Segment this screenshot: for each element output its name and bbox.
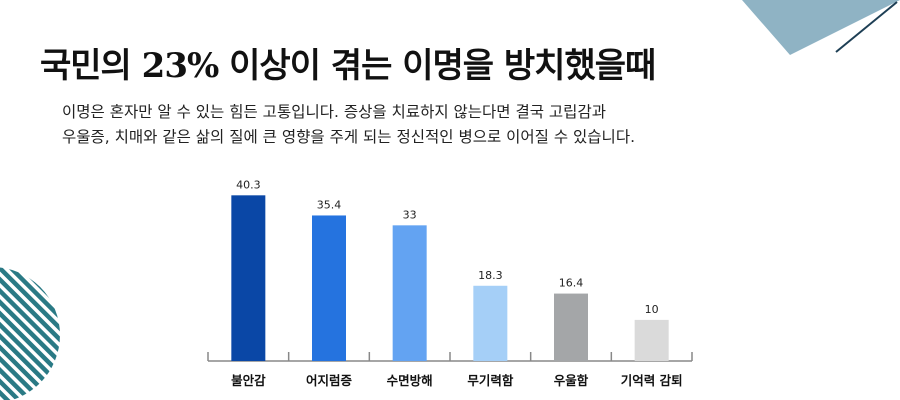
data-label: 35.4	[317, 198, 342, 211]
bar	[312, 215, 346, 361]
category-label: 기억력 감퇴	[621, 373, 683, 388]
data-label: 33	[403, 208, 417, 221]
category-label: 어지럼증	[306, 373, 353, 388]
data-label: 18.3	[478, 269, 503, 282]
bar	[392, 225, 427, 361]
bar	[231, 195, 266, 361]
description: 이명은 혼자만 알 수 있는 힘든 고통입니다. 증상을 치료하지 않는다면 결…	[62, 100, 635, 150]
bar	[473, 285, 508, 361]
description-line-1: 이명은 혼자만 알 수 있는 힘든 고통입니다. 증상을 치료하지 않는다면 결…	[62, 103, 606, 121]
triangle-shape	[742, 0, 900, 55]
category-label: 수면방해	[387, 373, 433, 388]
data-label: 16.4	[559, 277, 584, 290]
page-title: 국민의 23% 이상이 겪는 이명을 방치했을때	[40, 46, 656, 86]
category-label: 불안감	[231, 373, 266, 388]
data-label: 40.3	[236, 178, 261, 191]
bar	[634, 319, 669, 361]
category-label: 우울함	[554, 373, 589, 388]
accent-line	[835, 1, 898, 53]
category-label: 무기력함	[467, 373, 514, 388]
bar	[554, 293, 588, 361]
description-line-2: 우울증, 치매와 같은 삶의 질에 큰 영향을 주게 되는 정신적인 병으로 이…	[62, 128, 636, 146]
data-label: 10	[645, 303, 659, 316]
